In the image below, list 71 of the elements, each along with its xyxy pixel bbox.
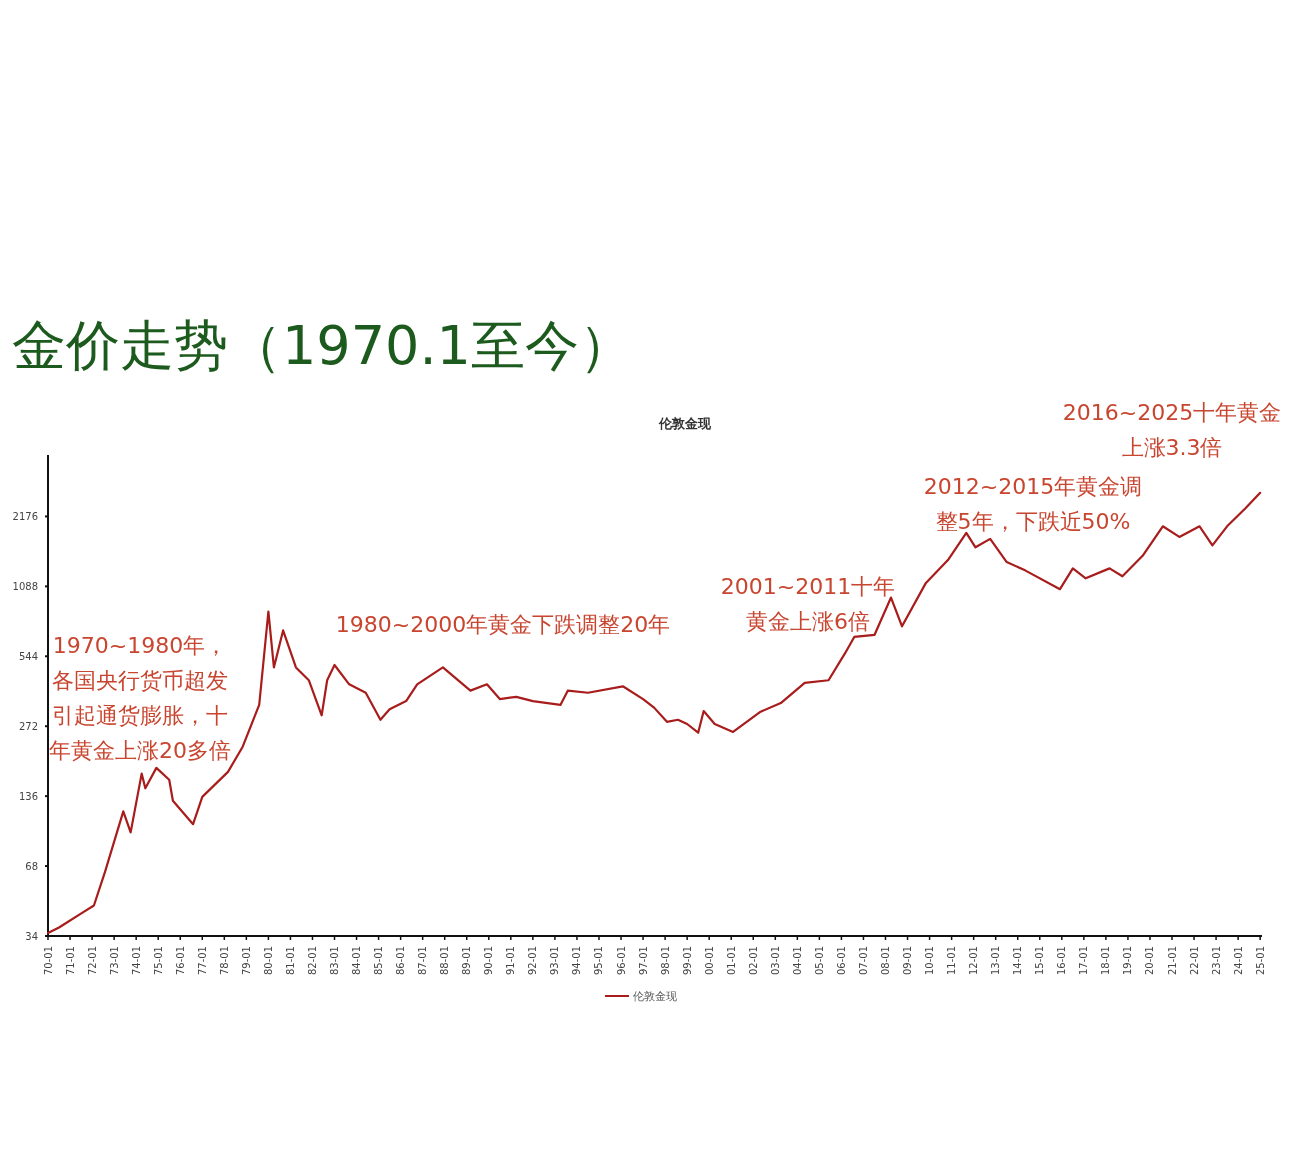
x-tick-label: 24-01 — [1232, 946, 1244, 976]
x-tick-label: 13-01 — [990, 946, 1002, 976]
annotation: 1970~1980年，各国央行货币超发引起通货膨胀，十年黄金上涨20多倍 — [49, 633, 231, 763]
x-tick-label: 74-01 — [130, 946, 142, 976]
x-tick-label: 23-01 — [1210, 946, 1222, 976]
x-tick-label: 25-01 — [1254, 946, 1266, 976]
x-tick-label: 98-01 — [659, 946, 671, 976]
legend-label: 伦敦金现 — [633, 990, 677, 1003]
x-tick-label: 95-01 — [593, 946, 605, 976]
annotation: 2012~2015年黄金调整5年，下跌近50% — [923, 474, 1143, 534]
x-tick-label: 83-01 — [329, 946, 341, 976]
x-tick-label: 78-01 — [218, 946, 230, 976]
x-tick-label: 20-01 — [1144, 946, 1156, 976]
x-tick-label: 10-01 — [924, 946, 936, 976]
x-tick-label: 03-01 — [769, 946, 781, 976]
x-tick-label: 73-01 — [108, 946, 120, 976]
x-tick-label: 18-01 — [1100, 946, 1112, 976]
x-tick-label: 89-01 — [461, 946, 473, 976]
x-tick-label: 12-01 — [968, 946, 980, 976]
chart-title: 金价走势（1970.1至今） — [12, 314, 633, 377]
y-tick-label: 136 — [18, 790, 38, 802]
x-tick-label: 94-01 — [571, 946, 583, 976]
x-tick-label: 22-01 — [1188, 946, 1200, 976]
x-tick-label: 05-01 — [813, 946, 825, 976]
x-tick-label: 84-01 — [351, 946, 363, 976]
x-tick-label: 08-01 — [879, 946, 891, 976]
x-tick-label: 71-01 — [64, 946, 76, 976]
y-tick-label: 272 — [18, 720, 38, 732]
x-tick-label: 91-01 — [505, 946, 517, 976]
y-tick-label: 544 — [18, 650, 38, 662]
chart-subtitle: 伦敦金现 — [658, 416, 712, 431]
x-tick-label: 04-01 — [791, 946, 803, 976]
x-tick-label: 88-01 — [439, 946, 451, 976]
x-tick-label: 87-01 — [417, 946, 429, 976]
x-tick-label: 07-01 — [857, 946, 869, 976]
x-tick-label: 80-01 — [262, 946, 274, 976]
x-tick-label: 79-01 — [240, 946, 252, 976]
x-tick-label: 16-01 — [1056, 946, 1068, 976]
x-tick-label: 72-01 — [86, 946, 98, 976]
x-tick-label: 02-01 — [747, 946, 759, 976]
x-tick-label: 11-01 — [946, 946, 958, 976]
x-tick-label: 96-01 — [615, 946, 627, 976]
annotation: 1980~2000年黄金下跌调整20年 — [335, 612, 671, 637]
x-tick-label: 14-01 — [1012, 946, 1024, 976]
x-tick-label: 93-01 — [549, 946, 561, 976]
x-tick-label: 97-01 — [637, 946, 649, 976]
x-tick-label: 06-01 — [835, 946, 847, 976]
x-tick-label: 85-01 — [373, 946, 385, 976]
x-tick-label: 00-01 — [703, 946, 715, 976]
x-tick-label: 99-01 — [681, 946, 693, 976]
x-tick-label: 70-01 — [42, 946, 54, 976]
annotation: 2016~2025十年黄金上涨3.3倍 — [1062, 400, 1282, 460]
x-tick-label: 77-01 — [196, 946, 208, 976]
x-tick-label: 86-01 — [395, 946, 407, 976]
x-tick-label: 76-01 — [174, 946, 186, 976]
y-tick-label: 1088 — [12, 580, 38, 592]
x-tick-label: 19-01 — [1122, 946, 1134, 976]
x-tick-label: 01-01 — [725, 946, 737, 976]
x-tick-label: 75-01 — [152, 946, 164, 976]
x-tick-label: 81-01 — [284, 946, 296, 976]
x-tick-label: 15-01 — [1034, 946, 1046, 976]
x-tick-label: 17-01 — [1078, 946, 1090, 976]
x-tick-label: 90-01 — [483, 946, 495, 976]
y-tick-label: 34 — [25, 930, 38, 942]
x-tick-label: 92-01 — [527, 946, 539, 976]
x-tick-label: 09-01 — [902, 946, 914, 976]
annotation: 2001~2011十年黄金上涨6倍 — [720, 574, 896, 634]
x-tick-label: 82-01 — [306, 946, 318, 976]
y-tick-label: 2176 — [12, 510, 38, 522]
y-tick-label: 68 — [25, 860, 38, 872]
x-tick-label: 21-01 — [1166, 946, 1178, 976]
